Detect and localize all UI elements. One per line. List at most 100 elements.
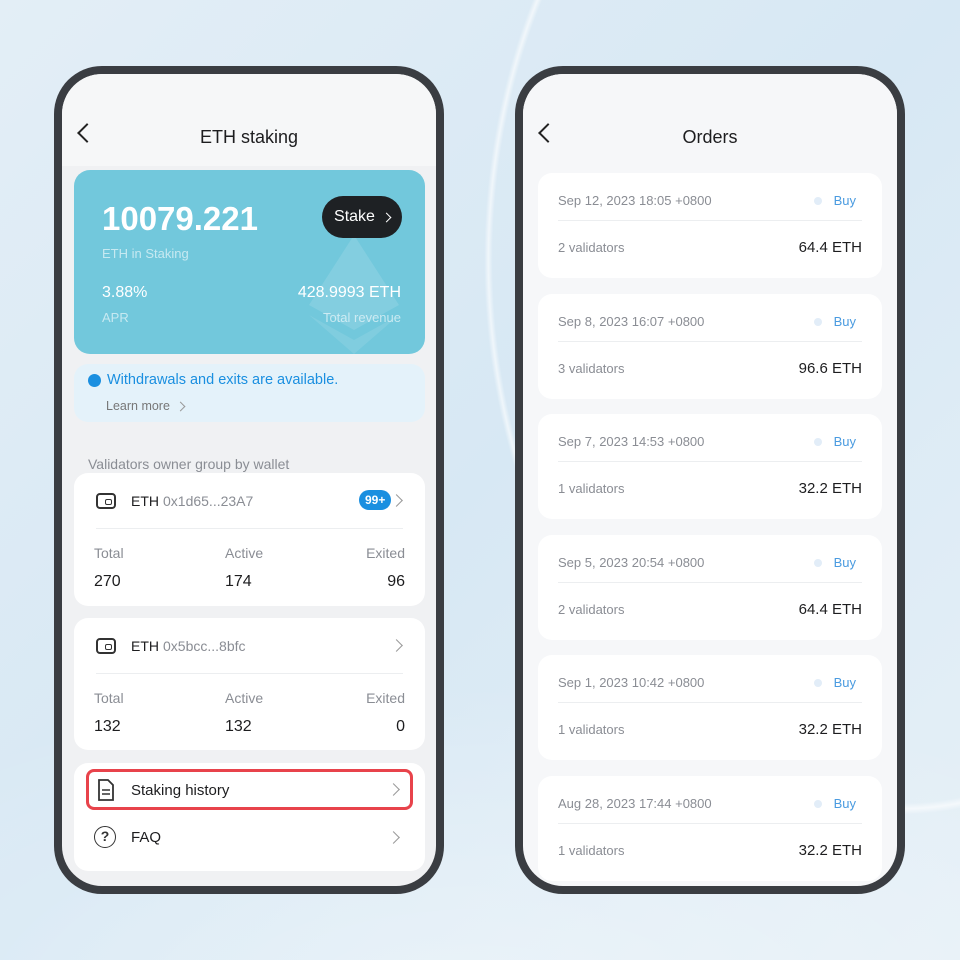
wallet-address: 0x1d65...23A7: [163, 493, 254, 509]
announcement-icon: [88, 374, 101, 387]
apr-label: APR: [102, 310, 129, 325]
order-type: Buy: [833, 675, 856, 690]
withdrawal-notice: Withdrawals and exits are available. Lea…: [74, 364, 425, 422]
order-validators: 2 validators: [558, 601, 625, 617]
total-value: 132: [94, 718, 121, 735]
exited-label: Exited: [366, 690, 405, 706]
divider: [558, 461, 862, 462]
header: Orders: [523, 74, 897, 166]
document-icon: [98, 779, 114, 801]
revenue-label: Total revenue: [322, 310, 401, 325]
order-card[interactable]: Sep 7, 2023 14:53 +0800 Buy 1 validators 32…: [538, 414, 882, 519]
page-title: Orders: [682, 127, 738, 147]
chevron-right-icon: [390, 494, 403, 507]
wallet-icon: [96, 493, 116, 509]
wallet-address: 0x5bcc...8bfc: [163, 638, 246, 654]
notice-text: Withdrawals and exits are available.: [107, 372, 339, 388]
order-date: Sep 12, 2023 18:05 +0800: [558, 193, 712, 208]
notification-badge: 99+: [359, 490, 392, 510]
wallet-asset: ETH: [131, 638, 159, 654]
page-title: ETH staking: [199, 127, 299, 147]
order-card[interactable]: Sep 8, 2023 16:07 +0800 Buy 3 validators 96…: [538, 293, 882, 399]
wallet-asset: ETH: [131, 493, 159, 509]
exited-value: 96: [387, 573, 405, 590]
divider: [558, 822, 862, 824]
order-card[interactable]: Sep 5, 2023 20:54 +0800 Buy 2 validators 64…: [538, 534, 882, 640]
divider: [558, 581, 862, 583]
apr-value: 3.88%: [102, 284, 148, 301]
staking-amount-label: ETH in Staking: [102, 246, 189, 261]
order-validators: 2 validators: [558, 240, 625, 255]
stake-button[interactable]: Stake: [322, 196, 402, 238]
question-icon: ?: [94, 826, 116, 848]
menu-item-staking-history[interactable]: Staking history: [86, 769, 413, 810]
orders-screen: Orders Sep 12, 2023 18:05 +0800 Buy 2 vali…: [523, 74, 897, 886]
order-type: Buy: [833, 193, 856, 208]
order-card[interactable]: Sep 12, 2023 18:05 +0800 Buy 2 validators 6…: [538, 173, 882, 278]
phone-orders: Orders Sep 12, 2023 18:05 +0800 Buy 2 vali…: [515, 66, 905, 894]
order-date: Sep 5, 2023 20:54 +0800: [558, 554, 705, 570]
section-label: Validators owner group by wallet: [88, 456, 290, 472]
active-value: 174: [225, 573, 252, 590]
total-label: Total: [94, 545, 124, 561]
active-value: 132: [225, 718, 252, 735]
order-card[interactable]: Aug 28, 2023 17:44 +0800 Buy 1 validators 3…: [538, 775, 882, 881]
exited-value: 0: [396, 718, 405, 735]
eth-logo-watermark-icon: [309, 235, 399, 354]
order-date: Sep 8, 2023 16:07 +0800: [558, 313, 705, 329]
menu-item-label: Staking history: [131, 782, 230, 799]
divider: [558, 702, 862, 703]
stake-button-label: Stake: [334, 208, 375, 225]
chevron-right-icon: [381, 212, 392, 222]
order-card[interactable]: Sep 1, 2023 10:42 +0800 Buy 1 validators 32…: [538, 655, 882, 760]
order-amount: 32.2 ETH: [798, 480, 862, 497]
staking-summary-card: 10079.221 ETH in Staking Stake 3.88% APR…: [74, 170, 425, 354]
order-date: Sep 7, 2023 14:53 +0800: [558, 434, 705, 449]
status-dot-icon: [814, 799, 822, 808]
chevron-right-icon: [387, 783, 400, 796]
order-validators: 1 validators: [558, 842, 625, 858]
order-amount: 32.2 ETH: [798, 841, 862, 859]
chevron-right-icon: [390, 639, 403, 652]
order-amount: 96.6 ETH: [798, 359, 862, 377]
divider: [558, 340, 862, 342]
order-validators: 1 validators: [558, 481, 625, 496]
phone-eth-staking: ETH staking 10079.221 ETH in Staking Sta…: [54, 66, 444, 894]
order-validators: 3 validators: [558, 360, 625, 376]
active-label: Active: [225, 690, 264, 706]
eth-staking-screen: ETH staking 10079.221 ETH in Staking Sta…: [62, 74, 436, 886]
order-type: Buy: [833, 554, 856, 570]
chevron-right-icon: [175, 401, 186, 412]
learn-more-link[interactable]: Learn more: [106, 399, 186, 413]
status-dot-icon: [814, 679, 822, 687]
order-date: Sep 1, 2023 10:42 +0800: [558, 675, 705, 690]
menu-item-label: FAQ: [131, 829, 162, 846]
wallet-card[interactable]: ETH 0x1d65...23A7 99+ Total Active Exite…: [74, 473, 425, 606]
status-dot-icon: [814, 317, 822, 326]
divider: [558, 220, 862, 221]
total-label: Total: [94, 690, 124, 706]
header: ETH staking: [62, 74, 436, 166]
status-dot-icon: [814, 197, 822, 205]
order-type: Buy: [833, 313, 856, 329]
order-date: Aug 28, 2023 17:44 +0800: [558, 795, 712, 811]
order-amount: 64.4 ETH: [798, 239, 862, 256]
menu-item-faq[interactable]: ? FAQ: [86, 823, 413, 863]
order-validators: 1 validators: [558, 722, 625, 737]
active-label: Active: [225, 545, 264, 561]
order-amount: 64.4 ETH: [798, 600, 862, 618]
chevron-right-icon: [387, 831, 400, 844]
order-amount: 32.2 ETH: [798, 721, 862, 738]
status-dot-icon: [814, 438, 822, 446]
status-dot-icon: [814, 558, 822, 567]
total-value: 270: [94, 573, 121, 590]
order-type: Buy: [833, 434, 856, 449]
staking-amount: 10079.221: [102, 200, 258, 237]
wallet-icon: [96, 638, 116, 654]
learn-more-label: Learn more: [106, 399, 170, 413]
revenue-value: 428.9993 ETH: [297, 284, 401, 301]
wallet-card[interactable]: ETH 0x5bcc...8bfc Total Active Exited 13…: [74, 618, 425, 750]
exited-label: Exited: [366, 545, 405, 561]
menu-card: Staking history ? FAQ: [74, 763, 425, 871]
order-type: Buy: [833, 795, 856, 811]
